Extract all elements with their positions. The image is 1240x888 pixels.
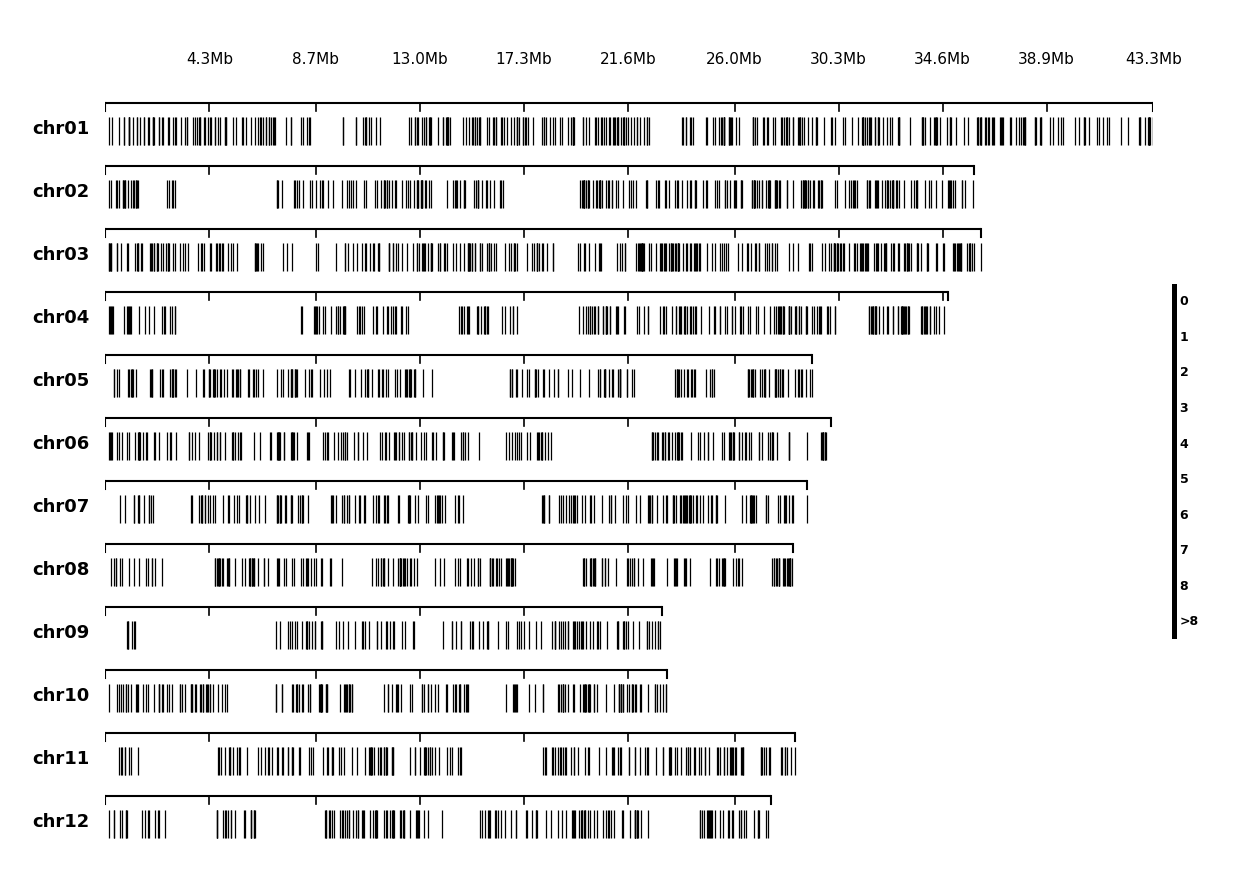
Text: 8: 8 — [1179, 580, 1188, 592]
Text: 5: 5 — [1179, 473, 1188, 486]
Bar — [1172, 284, 1177, 639]
Text: >8: >8 — [1179, 615, 1199, 628]
Text: 1: 1 — [1179, 331, 1188, 344]
Text: 4: 4 — [1179, 438, 1188, 450]
Text: 3: 3 — [1179, 402, 1188, 415]
Text: 7: 7 — [1179, 544, 1188, 557]
Text: 6: 6 — [1179, 509, 1188, 521]
Text: 0: 0 — [1179, 296, 1188, 308]
Text: 2: 2 — [1179, 367, 1188, 379]
